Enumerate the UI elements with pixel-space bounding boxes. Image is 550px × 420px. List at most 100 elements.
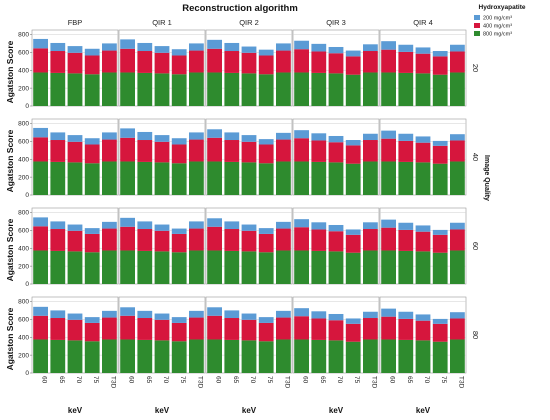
bar-200 — [415, 136, 431, 143]
bar-800 — [33, 250, 48, 284]
panel-qir1-20 — [118, 29, 206, 107]
bar-200 — [67, 313, 83, 320]
bar-200 — [224, 42, 240, 52]
y-tick-label: 400 — [18, 67, 29, 74]
bar-200 — [33, 38, 48, 49]
bar-400 — [241, 52, 257, 74]
bar-400 — [311, 51, 327, 73]
bar-800 — [381, 339, 396, 373]
bar-200 — [102, 310, 117, 318]
bar-400 — [102, 50, 117, 73]
bar-200 — [328, 224, 344, 232]
bar-800 — [171, 163, 187, 195]
bar-400 — [241, 319, 257, 341]
bar-400 — [154, 52, 170, 74]
bar-200 — [171, 49, 187, 56]
bar-800 — [154, 340, 170, 373]
bar-200 — [258, 228, 274, 234]
column-facet-label: QIR 2 — [239, 18, 259, 27]
bar-400 — [67, 230, 83, 252]
bar-800 — [294, 339, 309, 373]
bar-400 — [33, 226, 48, 251]
bar-800 — [207, 72, 222, 106]
y-tick-label: 600 — [18, 50, 29, 57]
bar-400 — [276, 317, 291, 340]
bar-200 — [398, 311, 414, 319]
y-tick-label: 800 — [18, 32, 29, 39]
bar-800 — [450, 250, 465, 284]
bar-200 — [189, 132, 204, 140]
y-axis-label: Agatston Score — [5, 129, 15, 192]
chart-title: Reconstruction algorithm — [182, 3, 298, 14]
bar-200 — [432, 318, 448, 324]
bar-200 — [84, 317, 100, 323]
bar-200 — [450, 222, 465, 230]
y-tick-label: 0 — [25, 370, 29, 377]
bar-200 — [311, 133, 327, 141]
bar-200 — [224, 221, 240, 230]
bar-400 — [415, 53, 431, 74]
bar-200 — [276, 43, 291, 51]
bar-200 — [137, 131, 153, 141]
bar-400 — [328, 142, 344, 163]
bar-400 — [102, 139, 117, 162]
x-axis-label: keV — [155, 406, 170, 415]
bar-800 — [67, 251, 83, 284]
y-tick-label: 800 — [18, 121, 29, 128]
bar-400 — [381, 316, 396, 340]
bar-400 — [33, 137, 48, 162]
bar-800 — [102, 339, 117, 373]
bar-400 — [345, 56, 361, 75]
bar-400 — [328, 53, 344, 74]
bar-200 — [311, 311, 327, 319]
bar-800 — [398, 72, 414, 106]
bar-400 — [207, 48, 222, 73]
bar-400 — [207, 315, 222, 340]
bar-800 — [241, 340, 257, 373]
bar-400 — [450, 51, 465, 73]
bar-200 — [328, 46, 344, 54]
bar-800 — [137, 72, 153, 106]
bar-400 — [432, 56, 448, 75]
bar-400 — [50, 51, 66, 73]
bar-200 — [207, 39, 222, 49]
bar-800 — [120, 72, 135, 106]
panel-fbp-20 — [30, 29, 119, 107]
bar-400 — [33, 48, 48, 73]
bar-200 — [207, 307, 222, 316]
bar-200 — [137, 310, 153, 319]
bar-200 — [450, 134, 465, 141]
column-facet-label: QIR 1 — [152, 18, 172, 27]
bar-800 — [311, 161, 327, 195]
bar-200 — [137, 221, 153, 230]
bar-800 — [50, 250, 66, 284]
bar-800 — [67, 340, 83, 373]
bar-400 — [137, 140, 153, 162]
panel-qir1-60 — [118, 207, 206, 285]
y-tick-label: 800 — [18, 210, 29, 217]
bar-800 — [415, 340, 431, 373]
bar-200 — [398, 222, 414, 230]
bar-400 — [207, 226, 222, 251]
bar-200 — [67, 46, 83, 53]
x-tick-label: 75 — [266, 376, 273, 384]
bar-400 — [258, 144, 274, 164]
y-tick-label: 400 — [18, 245, 29, 252]
bar-800 — [120, 161, 135, 195]
bar-400 — [258, 322, 274, 342]
bar-200 — [207, 218, 222, 227]
bar-400 — [276, 50, 291, 73]
legend-swatch — [474, 31, 480, 36]
bar-200 — [363, 222, 378, 230]
bar-800 — [120, 250, 135, 284]
bar-800 — [432, 163, 448, 195]
bar-400 — [84, 55, 100, 75]
bar-200 — [102, 221, 117, 229]
y-axis-label: Agatston Score — [5, 218, 15, 281]
bar-800 — [415, 251, 431, 284]
bar-800 — [102, 72, 117, 106]
bar-400 — [50, 318, 66, 340]
bar-400 — [67, 52, 83, 74]
bar-800 — [50, 72, 66, 106]
